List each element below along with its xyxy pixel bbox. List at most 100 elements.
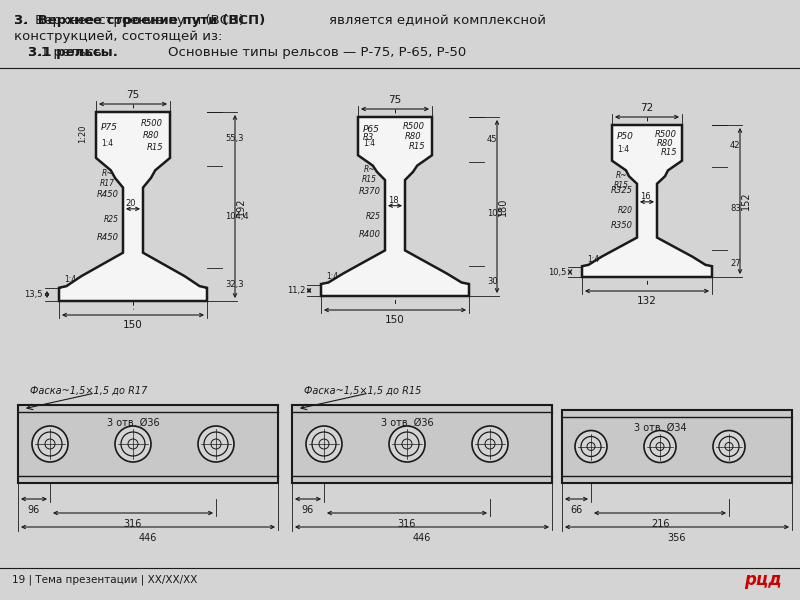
- Circle shape: [725, 443, 733, 451]
- Polygon shape: [18, 405, 278, 483]
- Circle shape: [485, 439, 495, 449]
- Text: 1:4: 1:4: [326, 272, 338, 281]
- Text: 96: 96: [28, 505, 40, 515]
- Circle shape: [211, 439, 221, 449]
- Text: 3 отв. Ø34: 3 отв. Ø34: [634, 423, 686, 433]
- Text: R450: R450: [97, 190, 119, 199]
- Text: 446: 446: [139, 533, 157, 543]
- Text: R17: R17: [100, 179, 115, 188]
- Circle shape: [656, 443, 664, 451]
- Circle shape: [198, 426, 234, 462]
- Circle shape: [204, 432, 228, 456]
- Text: 3.1 рельсы.              Основные типы рельсов — Р-75, Р-65, Р-50: 3.1 рельсы. Основные типы рельсов — Р-75…: [28, 46, 466, 59]
- Circle shape: [319, 439, 329, 449]
- Circle shape: [389, 426, 425, 462]
- Text: 10,5: 10,5: [548, 268, 566, 277]
- Text: 180: 180: [498, 197, 508, 215]
- Text: R500: R500: [141, 119, 163, 128]
- Text: 152: 152: [741, 191, 751, 211]
- Circle shape: [128, 439, 138, 449]
- Text: 316: 316: [124, 519, 142, 529]
- Text: 3.  Верхнее строение пути (ВСП): 3. Верхнее строение пути (ВСП): [14, 14, 266, 27]
- Text: 11,2: 11,2: [286, 286, 305, 295]
- Text: 3 отв. Ø36: 3 отв. Ø36: [106, 418, 159, 428]
- Text: R20: R20: [618, 206, 633, 215]
- Text: R400: R400: [359, 230, 381, 239]
- Text: R25: R25: [104, 215, 119, 224]
- Text: конструкцией, состоящей из:: конструкцией, состоящей из:: [14, 30, 222, 43]
- Text: 1:4: 1:4: [363, 139, 375, 148]
- Text: 55,3: 55,3: [225, 134, 243, 143]
- Text: 16: 16: [640, 193, 650, 202]
- Circle shape: [575, 431, 607, 463]
- Text: R~: R~: [363, 166, 375, 175]
- Text: 27: 27: [730, 259, 741, 268]
- Text: R15: R15: [362, 175, 377, 185]
- Text: R370: R370: [359, 187, 381, 196]
- Text: 18: 18: [388, 196, 398, 205]
- Text: R15: R15: [147, 143, 164, 152]
- Text: R500: R500: [403, 122, 425, 131]
- Text: R15: R15: [614, 181, 629, 190]
- Circle shape: [395, 432, 419, 456]
- Text: R80: R80: [405, 132, 422, 141]
- Text: 132: 132: [637, 296, 657, 306]
- Text: 19 | Тема презентации | ХХ/ХХ/ХХ: 19 | Тема презентации | ХХ/ХХ/ХХ: [12, 575, 198, 585]
- Text: 75: 75: [388, 95, 402, 105]
- Text: 1:4: 1:4: [617, 145, 629, 154]
- Text: 45: 45: [487, 135, 498, 144]
- Circle shape: [38, 432, 62, 456]
- Text: 1:4: 1:4: [64, 275, 76, 284]
- Circle shape: [587, 443, 595, 451]
- Text: 104,4: 104,4: [225, 212, 249, 221]
- Text: 83: 83: [730, 204, 741, 213]
- Circle shape: [719, 437, 739, 457]
- Polygon shape: [59, 112, 207, 301]
- Text: R80: R80: [143, 131, 160, 140]
- Text: 1:4: 1:4: [587, 255, 599, 264]
- Text: 13,5: 13,5: [25, 290, 43, 299]
- Text: 1:20: 1:20: [78, 124, 87, 143]
- Text: 66: 66: [570, 505, 582, 515]
- Text: 3 отв. Ø36: 3 отв. Ø36: [381, 418, 434, 428]
- Text: 356: 356: [668, 533, 686, 543]
- Text: 150: 150: [123, 320, 143, 330]
- Text: R~: R~: [615, 170, 627, 179]
- Text: R350: R350: [611, 221, 633, 230]
- Text: R15: R15: [409, 142, 426, 151]
- Text: R25: R25: [366, 212, 381, 221]
- Circle shape: [121, 432, 145, 456]
- Text: 192: 192: [236, 197, 246, 216]
- Text: 446: 446: [413, 533, 431, 543]
- Text: рцд: рцд: [744, 571, 782, 589]
- Text: 3.  Верхнее строение пути (ВСП)                    является единой комплексной: 3. Верхнее строение пути (ВСП) является …: [14, 14, 546, 27]
- Text: 316: 316: [398, 519, 416, 529]
- Circle shape: [472, 426, 508, 462]
- Circle shape: [306, 426, 342, 462]
- Text: R500: R500: [655, 130, 677, 139]
- Circle shape: [713, 431, 745, 463]
- Text: R~: R~: [102, 169, 113, 179]
- Text: 150: 150: [385, 315, 405, 325]
- Polygon shape: [582, 125, 712, 277]
- Text: 30: 30: [487, 277, 498, 286]
- Text: 216: 216: [650, 519, 670, 529]
- Text: 96: 96: [302, 505, 314, 515]
- Circle shape: [45, 439, 55, 449]
- Text: 75: 75: [126, 90, 140, 100]
- Text: 1:4: 1:4: [101, 139, 113, 148]
- Text: 72: 72: [640, 103, 654, 113]
- Text: R325: R325: [611, 186, 633, 195]
- Text: Р50: Р50: [617, 132, 634, 141]
- Text: Фаска~1,5×1,5 до R15: Фаска~1,5×1,5 до R15: [304, 386, 422, 396]
- Circle shape: [312, 432, 336, 456]
- Circle shape: [581, 437, 601, 457]
- Polygon shape: [562, 410, 792, 483]
- Text: Р65: Р65: [363, 125, 380, 134]
- Polygon shape: [292, 405, 552, 483]
- Text: 32,3: 32,3: [225, 280, 244, 289]
- Text: Фаска~1,5×1,5 до R17: Фаска~1,5×1,5 до R17: [30, 386, 147, 396]
- Text: R450: R450: [97, 233, 119, 242]
- Text: 20: 20: [126, 199, 136, 208]
- Text: 3.1 рельсы.: 3.1 рельсы.: [28, 46, 118, 59]
